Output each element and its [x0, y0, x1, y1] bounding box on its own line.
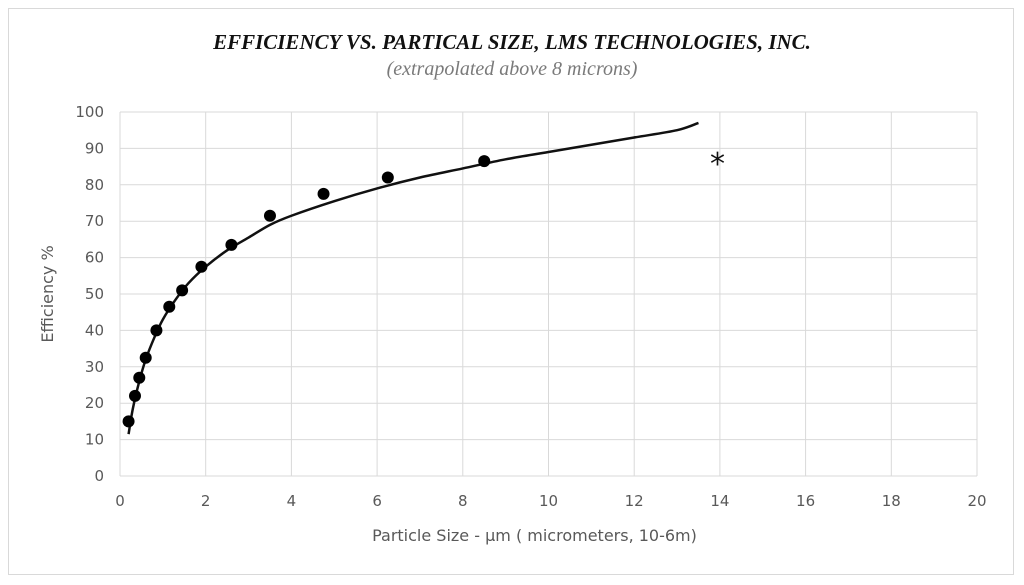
data-point — [225, 238, 238, 251]
y-tick-label: 20 — [85, 394, 104, 412]
x-tick-label: 14 — [710, 492, 729, 510]
data-point — [128, 389, 141, 402]
y-tick-label: 90 — [85, 139, 104, 157]
y-tick-label: 0 — [94, 467, 104, 485]
chart-title: EFFICIENCY VS. PARTICAL SIZE, LMS TECHNO… — [213, 30, 811, 54]
data-point — [176, 284, 189, 297]
y-tick-label: 50 — [85, 285, 104, 303]
data-point — [478, 155, 491, 168]
y-tick-label: 30 — [85, 358, 104, 376]
data-point — [263, 209, 276, 222]
data-point — [317, 187, 330, 200]
x-tick-label: 6 — [372, 492, 382, 510]
y-axis-label: Efficiency % — [38, 245, 57, 342]
chart-subtitle: (extrapolated above 8 microns) — [386, 58, 638, 80]
x-tick-label: 0 — [115, 492, 125, 510]
fit-curve — [127, 121, 699, 435]
data-point — [122, 415, 135, 428]
y-tick-label: 40 — [85, 321, 104, 339]
data-point — [139, 351, 152, 364]
fit-curve-line — [127, 121, 699, 435]
y-tick-label: 60 — [85, 249, 104, 267]
y-tick-label: 80 — [85, 176, 104, 194]
data-point — [150, 324, 163, 337]
tick-labels: 0 2 4 6 8 10 12 14 16 18 20 0 10 20 30 40 50 60 70 80 90 100 — [75, 103, 986, 510]
annotation-asterisk: * — [710, 147, 725, 182]
x-axis-label: Particle Size - µm ( micrometers, 10-6m) — [372, 526, 697, 545]
y-tick-label: 100 — [75, 103, 104, 121]
data-point — [133, 371, 146, 384]
x-tick-label: 12 — [625, 492, 644, 510]
data-point — [163, 300, 176, 313]
data-points — [122, 155, 491, 428]
x-tick-label: 20 — [967, 492, 986, 510]
grid — [119, 111, 978, 477]
chart-frame — [8, 8, 1014, 575]
data-point — [195, 260, 208, 273]
data-point — [381, 171, 394, 184]
x-tick-label: 16 — [796, 492, 815, 510]
y-tick-label: 10 — [85, 431, 104, 449]
x-tick-label: 4 — [287, 492, 297, 510]
x-tick-label: 2 — [201, 492, 211, 510]
x-tick-label: 18 — [882, 492, 901, 510]
x-tick-label: 8 — [458, 492, 468, 510]
x-tick-label: 10 — [539, 492, 558, 510]
y-tick-label: 70 — [85, 212, 104, 230]
